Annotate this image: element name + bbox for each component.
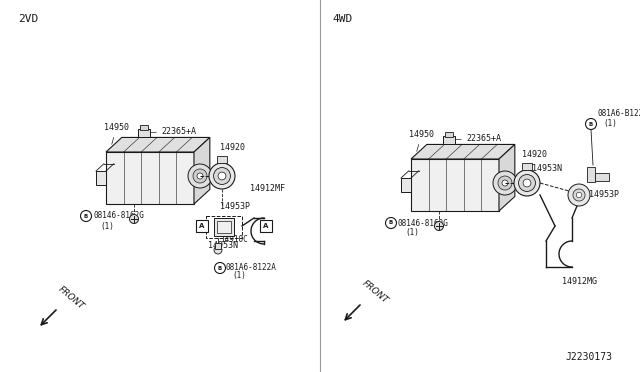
Text: 14953N: 14953N [532,164,562,173]
Text: (1): (1) [405,228,419,237]
Bar [217,156,227,163]
Bar [215,243,221,249]
Circle shape [188,164,212,188]
Circle shape [193,169,207,183]
Bar [443,137,455,144]
Text: B: B [589,122,593,126]
Text: B: B [84,214,88,218]
Bar [587,167,595,182]
Text: 14953N: 14953N [208,241,238,250]
Text: 2VD: 2VD [18,14,38,24]
Bar [260,220,272,232]
Text: 14920: 14920 [220,143,245,152]
Circle shape [209,163,235,189]
Polygon shape [194,137,210,204]
Bar [140,125,148,131]
Circle shape [129,215,138,224]
Circle shape [493,171,517,195]
Polygon shape [499,144,515,211]
Text: 22365+A: 22365+A [456,134,502,144]
Text: 14950: 14950 [104,123,129,144]
Circle shape [81,211,92,221]
Text: A: A [199,223,205,229]
Text: (1): (1) [603,119,617,128]
Text: 14953P: 14953P [220,202,250,211]
Circle shape [214,246,222,254]
Polygon shape [411,159,499,211]
Polygon shape [411,144,515,159]
Bar [138,129,150,137]
Text: FRONT: FRONT [56,284,85,311]
Text: 08146-8162G: 08146-8162G [398,218,449,228]
Text: (1): (1) [100,221,114,231]
Text: 14950: 14950 [409,130,434,151]
Text: B: B [389,221,393,225]
Circle shape [573,189,585,201]
Circle shape [514,170,540,196]
Text: 14920: 14920 [522,150,547,159]
Text: 14912MF: 14912MF [250,184,285,193]
Text: 081A6-8122A: 081A6-8122A [226,263,277,273]
Bar [595,173,609,181]
Text: 081A6-B122A: 081A6-B122A [597,109,640,118]
Polygon shape [106,152,194,204]
Circle shape [214,263,225,273]
Bar [196,220,208,232]
Text: A: A [263,223,269,229]
Circle shape [576,192,582,198]
Bar [522,163,532,170]
Text: 4WD: 4WD [332,14,352,24]
Circle shape [498,176,512,190]
Bar [445,132,453,137]
Circle shape [568,184,590,206]
Bar [401,178,411,192]
Circle shape [218,172,226,180]
Text: B: B [218,266,222,270]
Text: 14953P: 14953P [589,190,619,199]
Circle shape [197,173,203,179]
Text: (1): (1) [232,271,246,280]
Bar [96,171,106,185]
Circle shape [523,179,531,187]
Circle shape [518,174,536,192]
Circle shape [586,119,596,129]
Bar [214,218,234,236]
Circle shape [214,167,230,185]
Bar [217,221,231,233]
Circle shape [435,221,444,231]
Circle shape [385,218,397,228]
Polygon shape [106,137,210,152]
Text: FRONT: FRONT [360,278,389,305]
Text: 14910C: 14910C [220,235,248,244]
Text: 14912MG: 14912MG [562,277,597,286]
Bar [206,216,242,238]
Text: 22365+A: 22365+A [150,128,197,137]
Circle shape [502,180,508,186]
Text: J2230173: J2230173 [565,352,612,362]
Text: 08146-8162G: 08146-8162G [93,212,144,221]
